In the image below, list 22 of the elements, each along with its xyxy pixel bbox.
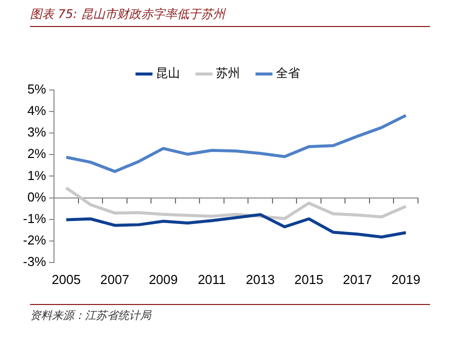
x-tick-label: 2011 [198,272,226,287]
x-tick-label: 2007 [100,272,130,287]
x-tick-label: 2019 [391,272,420,287]
y-tick-label: 2% [27,146,47,162]
y-tick-label: 3% [27,124,47,140]
chart-title: 图表 75: 昆山市财政赤字率低于苏州 [30,6,430,27]
y-tick-label: 0% [27,189,47,204]
legend-label: 昆山 [156,66,180,80]
text: 资料来源：江苏省统计局 [30,304,430,323]
x-tick-label: 2017 [342,272,372,287]
y-tick-label: -1% [22,210,47,226]
y-tick-label: -3% [22,254,47,269]
x-tick-label: 2005 [52,272,81,287]
y-tick-label: 1% [27,168,47,183]
legend-label: 苏州 [216,66,240,80]
legend-label: 全省 [276,66,300,80]
y-tick-label: -2% [22,232,47,248]
x-tick-label: 2015 [294,272,324,287]
x-tick-label: 2009 [148,272,178,287]
y-tick-label: 5% [27,82,47,97]
y-tick-label: 4% [27,103,47,118]
x-tick-label: 2013 [246,272,275,287]
